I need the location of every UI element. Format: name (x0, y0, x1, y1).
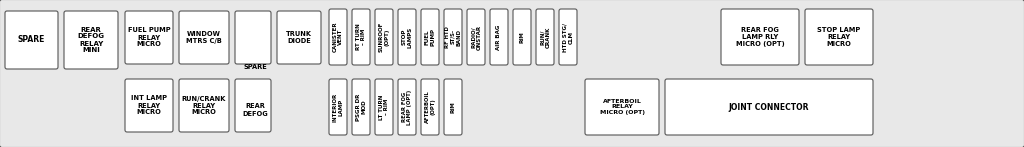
Text: AFTERBOIL
RELAY
MICRO (OPT): AFTERBOIL RELAY MICRO (OPT) (599, 99, 644, 115)
FancyBboxPatch shape (329, 79, 347, 135)
FancyBboxPatch shape (585, 79, 659, 135)
Text: JOINT CONNECTOR: JOINT CONNECTOR (729, 102, 809, 112)
Text: RIM: RIM (451, 101, 456, 113)
FancyBboxPatch shape (179, 11, 229, 64)
FancyBboxPatch shape (467, 9, 485, 65)
FancyBboxPatch shape (179, 79, 229, 132)
FancyBboxPatch shape (513, 9, 531, 65)
Text: AIR BAG: AIR BAG (497, 24, 502, 50)
Text: TRUNK
DIODE: TRUNK DIODE (286, 31, 312, 44)
Text: SPARE: SPARE (17, 35, 45, 45)
Text: FUEL PUMP
RELAY
MICRO: FUEL PUMP RELAY MICRO (128, 27, 170, 47)
FancyBboxPatch shape (125, 79, 173, 132)
FancyBboxPatch shape (234, 11, 271, 64)
Text: RF HTD
ST/S-
BAND: RF HTD ST/S- BAND (444, 26, 461, 48)
Text: INT LAMP
RELAY
MICRO: INT LAMP RELAY MICRO (131, 96, 167, 116)
Text: STOP LAMP
RELAY
MICRO: STOP LAMP RELAY MICRO (817, 27, 860, 47)
Text: REAR FOG
LAMP RLY
MICRO (OPT): REAR FOG LAMP RLY MICRO (OPT) (735, 27, 784, 47)
Text: PSGR DR
MOD: PSGR DR MOD (355, 93, 367, 121)
Text: RIM: RIM (519, 31, 524, 43)
FancyBboxPatch shape (5, 11, 58, 69)
Text: LT TURN
– RIM: LT TURN – RIM (379, 94, 389, 120)
FancyBboxPatch shape (721, 9, 799, 65)
FancyBboxPatch shape (375, 9, 393, 65)
FancyBboxPatch shape (490, 9, 508, 65)
FancyBboxPatch shape (63, 11, 118, 69)
FancyBboxPatch shape (559, 9, 577, 65)
FancyBboxPatch shape (536, 9, 554, 65)
FancyBboxPatch shape (398, 79, 416, 135)
Text: REAR
DEFOG: REAR DEFOG (242, 103, 268, 117)
Text: SPARE: SPARE (243, 64, 267, 70)
FancyBboxPatch shape (398, 9, 416, 65)
Text: RUN/
CRANK: RUN/ CRANK (540, 26, 551, 48)
Text: AFTERBOIL
(OPT): AFTERBOIL (OPT) (425, 91, 435, 123)
Text: INTERIOR
LAMP: INTERIOR LAMP (333, 92, 343, 122)
Text: REAR
DEFOG
RELAY
MINI: REAR DEFOG RELAY MINI (78, 26, 104, 54)
FancyBboxPatch shape (444, 9, 462, 65)
FancyBboxPatch shape (805, 9, 873, 65)
FancyBboxPatch shape (352, 9, 370, 65)
FancyBboxPatch shape (234, 79, 271, 132)
FancyBboxPatch shape (375, 79, 393, 135)
FancyBboxPatch shape (352, 79, 370, 135)
FancyBboxPatch shape (665, 79, 873, 135)
FancyBboxPatch shape (421, 9, 439, 65)
Text: WINDOW
MTRS C/B: WINDOW MTRS C/B (186, 31, 222, 44)
Text: SUNROOF
(OPT): SUNROOF (OPT) (379, 22, 389, 52)
Text: RT TURN
– RIM: RT TURN – RIM (355, 24, 367, 50)
Text: REAR FOG
LAMP (OPT): REAR FOG LAMP (OPT) (401, 89, 413, 125)
FancyBboxPatch shape (278, 11, 321, 64)
FancyBboxPatch shape (444, 79, 462, 135)
FancyBboxPatch shape (329, 9, 347, 65)
Text: FUEL
PUMP: FUEL PUMP (425, 28, 435, 46)
Text: CANISTER
VENT: CANISTER VENT (333, 22, 343, 52)
FancyBboxPatch shape (421, 79, 439, 135)
Text: HTD STG/
CLM: HTD STG/ CLM (562, 22, 573, 51)
Text: RUN/CRANK
RELAY
MICRO: RUN/CRANK RELAY MICRO (182, 96, 226, 116)
Text: RADIO/
ONSTAR: RADIO/ ONSTAR (471, 24, 481, 50)
FancyBboxPatch shape (125, 11, 173, 64)
Text: STOP
LAMPS: STOP LAMPS (401, 26, 413, 48)
